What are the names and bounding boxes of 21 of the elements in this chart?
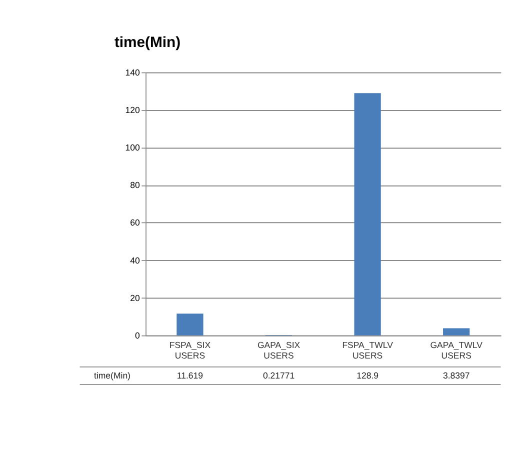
data-label: 11.619 — [176, 370, 204, 380]
x-tick-label: FSPA_TWLV USERS — [342, 340, 394, 361]
bar — [443, 328, 470, 336]
chart-title: time(Min) — [114, 34, 181, 51]
y-tick-label: 140 — [125, 67, 140, 78]
y-tick-label: 20 — [130, 292, 140, 303]
text: time(Min) — [94, 370, 131, 380]
y-tick-label: 0 — [135, 330, 140, 340]
y-tick-label: 60 — [130, 218, 140, 228]
bar — [354, 93, 381, 336]
y-tick-label: 120 — [125, 104, 140, 115]
x-tick-label: GAPA_TWLV USERS — [430, 340, 483, 361]
data-label: 128.9 — [356, 370, 379, 380]
bar — [176, 314, 204, 336]
data-label: 3.8397 — [442, 370, 470, 380]
data-label: 0.21771 — [262, 370, 295, 380]
y-tick-label: 100 — [125, 142, 140, 153]
y-tick-label: 40 — [130, 255, 140, 266]
x-tick-label: FSPA_SIX USERS — [169, 340, 211, 361]
x-tick-label: GAPA_SIX USERS — [257, 340, 300, 361]
y-tick-label: 80 — [130, 180, 140, 190]
